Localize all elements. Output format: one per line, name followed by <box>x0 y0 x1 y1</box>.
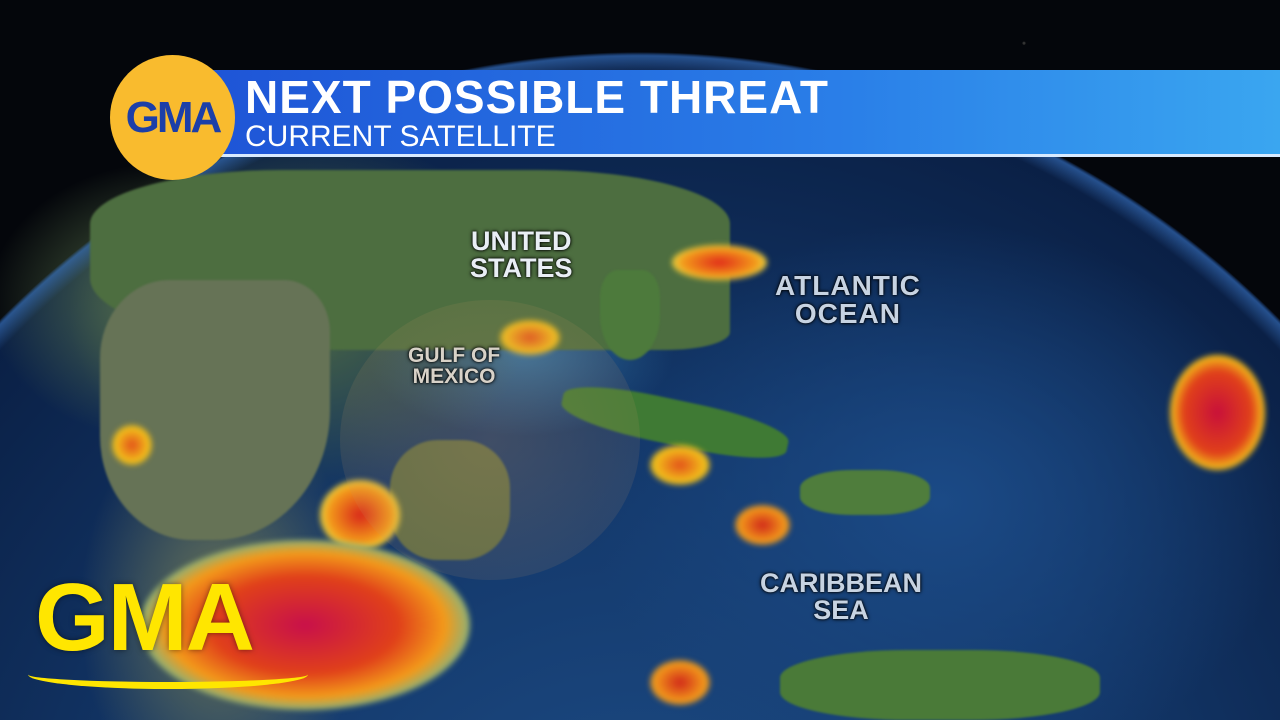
label-line: OCEAN <box>794 298 902 329</box>
label-atlantic-ocean: ATLANTIC OCEAN <box>775 272 921 328</box>
label-line: SEA <box>813 595 869 625</box>
label-united-states: UNITED STATES <box>470 228 573 282</box>
label-line: MEXICO <box>412 365 496 388</box>
label-line: ATLANTIC <box>775 270 921 301</box>
headline-banner <box>200 70 1280 157</box>
gma-logo: GMA <box>110 55 235 180</box>
headline-title: NEXT POSSIBLE THREAT <box>245 71 829 123</box>
gma-logo-text: GMA <box>125 92 223 142</box>
storm-cloud <box>112 425 152 465</box>
storm-cloud <box>1170 355 1265 470</box>
label-line: CARIBBEAN <box>760 568 922 598</box>
label-line: GULF OF <box>408 344 501 367</box>
land-yucatan <box>390 440 510 560</box>
land-florida <box>600 270 660 360</box>
label-line: STATES <box>470 253 573 283</box>
land-south-america <box>780 650 1100 720</box>
gma-watermark: GMA <box>35 564 255 671</box>
label-gulf-of-mexico: GULF OF MEXICO <box>408 345 500 387</box>
storm-cloud <box>500 320 560 355</box>
storm-cloud <box>650 445 710 485</box>
storm-cloud <box>320 480 400 550</box>
storm-cloud <box>650 660 710 705</box>
label-caribbean-sea: CARIBBEAN SEA <box>760 570 922 624</box>
forecast-cone <box>340 300 640 580</box>
gma-watermark-swoosh <box>28 660 308 689</box>
label-line: UNITED <box>471 226 572 256</box>
land-hispaniola <box>800 470 930 515</box>
storm-cloud <box>735 505 790 545</box>
land-mexico <box>100 280 330 540</box>
headline-subtitle: CURRENT SATELLITE <box>245 120 556 153</box>
storm-cloud <box>672 245 767 280</box>
